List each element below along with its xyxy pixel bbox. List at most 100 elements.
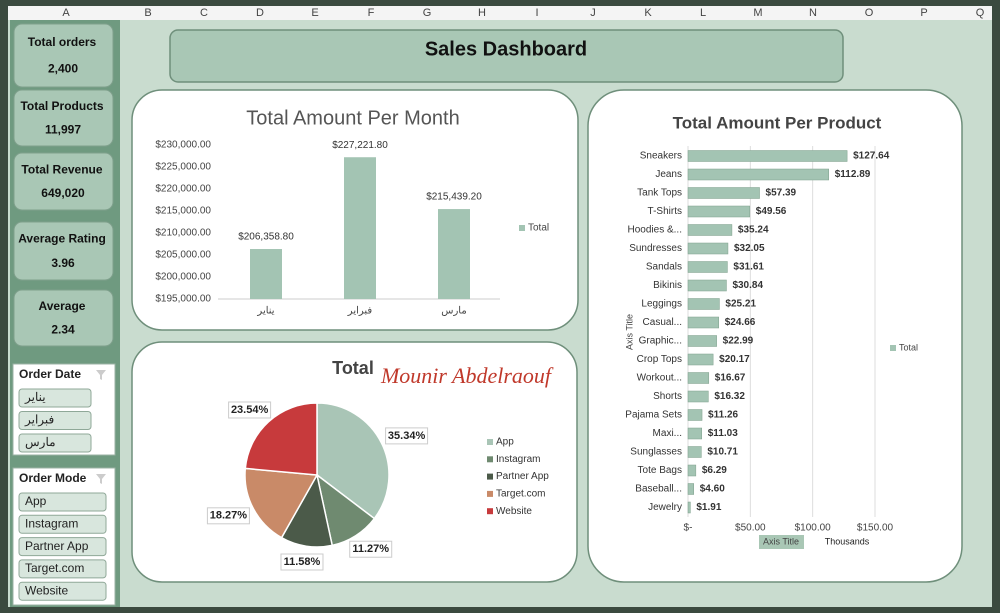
column-letter: F bbox=[368, 7, 375, 19]
panel bbox=[587, 89, 963, 583]
column-letter: K bbox=[644, 7, 652, 19]
kpi-value: 2,400 bbox=[48, 62, 78, 76]
kpi-card bbox=[13, 89, 114, 147]
slicer-item-label[interactable]: Website bbox=[25, 583, 68, 597]
title-banner bbox=[169, 29, 844, 83]
column-letter: G bbox=[423, 7, 432, 19]
slicer-item[interactable] bbox=[18, 559, 107, 579]
legend-label: Partner App bbox=[496, 471, 549, 482]
legend-swatch bbox=[890, 345, 896, 351]
y-tick-label: Pajama Sets bbox=[625, 410, 682, 421]
y-tick-label: $200,000.00 bbox=[155, 272, 211, 283]
y-tick-label: $210,000.00 bbox=[155, 228, 211, 239]
x-tick-label: $150.00 bbox=[857, 523, 894, 534]
y-tick-label: Workout... bbox=[637, 373, 682, 384]
column-letter: B bbox=[144, 7, 151, 19]
filter-icon[interactable] bbox=[96, 370, 106, 380]
bar bbox=[687, 446, 702, 458]
bar bbox=[687, 242, 729, 255]
data-label: 11.58% bbox=[284, 556, 321, 568]
bar bbox=[687, 316, 719, 329]
column-letter: D bbox=[256, 7, 264, 19]
slicer-item[interactable] bbox=[18, 537, 107, 557]
data-label: $31.61 bbox=[733, 262, 764, 273]
bar bbox=[687, 224, 733, 236]
slicer-item-label[interactable]: Target.com bbox=[25, 561, 84, 575]
slicer-item-label[interactable]: يناير bbox=[24, 390, 46, 404]
legend-label: Website bbox=[496, 506, 532, 517]
data-label: 18.27% bbox=[210, 510, 248, 522]
legend-swatch bbox=[519, 225, 525, 231]
axis-title-box bbox=[759, 535, 804, 549]
y-tick-label: Baseball... bbox=[635, 484, 682, 495]
slicer-item[interactable] bbox=[18, 433, 92, 453]
y-tick-label: Jeans bbox=[655, 169, 682, 180]
data-label: $10.71 bbox=[707, 447, 738, 458]
data-label: 35.34% bbox=[388, 430, 426, 442]
bar bbox=[344, 157, 376, 299]
column-letter: E bbox=[311, 7, 318, 19]
column-letter: N bbox=[809, 7, 817, 19]
bar bbox=[687, 464, 697, 477]
column-letter: Q bbox=[976, 7, 985, 19]
pie-slice bbox=[244, 402, 318, 476]
column-letter: J bbox=[590, 7, 596, 19]
slicer-item[interactable] bbox=[18, 411, 92, 430]
bar bbox=[687, 409, 703, 421]
column-letter: P bbox=[920, 7, 927, 19]
kpi-card bbox=[13, 23, 114, 88]
y-axis-title: Axis Title bbox=[624, 314, 634, 350]
bar bbox=[687, 205, 751, 218]
annotation: Mounir Abdelraouf bbox=[380, 363, 554, 388]
legend-swatch bbox=[487, 439, 493, 445]
legend-swatch bbox=[487, 456, 493, 463]
y-tick-label: Sandals bbox=[646, 262, 682, 273]
y-tick-label: $225,000.00 bbox=[155, 162, 211, 173]
data-label: $215,439.20 bbox=[426, 192, 482, 203]
bar bbox=[687, 501, 691, 514]
slicer-item-label[interactable]: فبراير bbox=[24, 413, 54, 427]
y-tick-label: $220,000.00 bbox=[155, 184, 211, 195]
data-label: $25.21 bbox=[725, 299, 756, 310]
dashboard-title: Sales Dashboard bbox=[425, 38, 587, 60]
bar bbox=[687, 261, 728, 273]
slicer-item-label[interactable]: Instagram bbox=[25, 516, 78, 530]
data-label: $20.17 bbox=[719, 354, 750, 365]
y-tick-label: Leggings bbox=[641, 299, 682, 310]
pie-slice bbox=[316, 402, 390, 520]
label-box bbox=[385, 427, 429, 445]
chart-title: Total bbox=[332, 358, 374, 378]
column-letter: M bbox=[753, 7, 762, 19]
column-letter: O bbox=[865, 7, 874, 19]
y-tick-label: Sunglasses bbox=[630, 447, 682, 458]
slicer-item-label[interactable]: مارس bbox=[25, 435, 56, 449]
slicer-item-label[interactable]: Partner App bbox=[25, 539, 89, 553]
chart-title: Total Amount Per Product bbox=[673, 113, 882, 132]
slicer-item[interactable] bbox=[18, 388, 92, 408]
data-label: $16.67 bbox=[715, 373, 746, 384]
column-letter: A bbox=[62, 7, 70, 19]
bar bbox=[687, 353, 714, 366]
data-label: $24.66 bbox=[725, 317, 756, 328]
label-box bbox=[280, 553, 324, 571]
bar bbox=[687, 298, 720, 310]
bar bbox=[687, 483, 694, 495]
kpi-label: Total Revenue bbox=[21, 162, 102, 176]
x-tick-label: $- bbox=[684, 523, 693, 534]
legend-swatch bbox=[487, 473, 493, 480]
legend-swatch bbox=[487, 490, 493, 497]
slicer-item[interactable] bbox=[18, 581, 107, 601]
data-label: $22.99 bbox=[723, 336, 754, 347]
kpi-label: Average bbox=[39, 299, 86, 313]
y-tick-label: $230,000.00 bbox=[155, 140, 211, 151]
x-tick-label: مارس bbox=[441, 306, 466, 317]
column-letter: L bbox=[700, 7, 706, 19]
slicer-item[interactable] bbox=[18, 492, 107, 512]
slicer-item-label[interactable]: App bbox=[25, 494, 47, 508]
data-label: $127.64 bbox=[853, 151, 890, 162]
kpi-label: Total Products bbox=[20, 99, 103, 113]
slicer-item[interactable] bbox=[18, 514, 107, 534]
filter-icon[interactable] bbox=[96, 474, 106, 484]
slicer-title: Order Mode bbox=[19, 471, 87, 485]
